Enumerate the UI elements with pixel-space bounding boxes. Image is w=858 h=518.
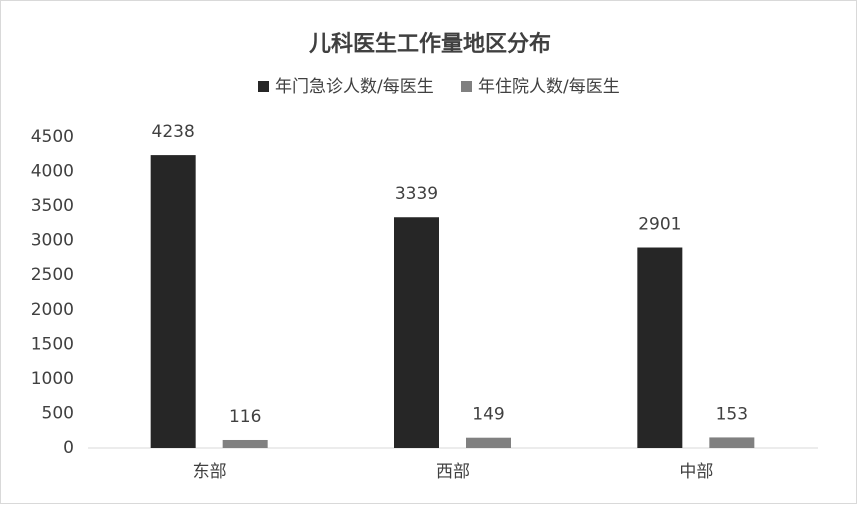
data-label: 4238 — [152, 122, 195, 142]
legend-label: 年门急诊人数/每医生 — [275, 77, 434, 97]
y-tick-label: 1000 — [31, 369, 74, 389]
y-tick-label: 2000 — [31, 300, 74, 320]
bar — [466, 437, 511, 448]
legend-swatch — [258, 81, 269, 92]
x-tick-label: 东部 — [193, 462, 227, 482]
bar — [637, 247, 683, 448]
legend-swatch — [461, 81, 472, 92]
data-label: 149 — [472, 405, 504, 425]
y-tick-label: 3000 — [31, 231, 74, 251]
y-tick-label: 2500 — [31, 265, 74, 285]
bar — [394, 217, 439, 448]
chart-title: 儿科医生工作量地区分布 — [308, 31, 551, 57]
y-tick-label: 4500 — [31, 127, 74, 147]
y-tick-label: 4000 — [31, 162, 74, 182]
bar — [150, 155, 196, 448]
bar — [222, 439, 268, 448]
x-tick-label: 西部 — [436, 462, 470, 482]
data-label: 3339 — [395, 184, 438, 204]
data-label: 116 — [229, 407, 261, 427]
data-label: 2901 — [638, 215, 681, 235]
x-tick-label: 中部 — [679, 462, 713, 482]
y-tick-label: 3500 — [31, 196, 74, 216]
bar — [709, 437, 755, 448]
y-tick-label: 0 — [63, 438, 74, 458]
data-label: 153 — [716, 404, 748, 424]
y-tick-label: 1500 — [31, 334, 74, 354]
legend-label: 年住院人数/每医生 — [478, 77, 620, 97]
y-tick-label: 500 — [42, 403, 74, 423]
